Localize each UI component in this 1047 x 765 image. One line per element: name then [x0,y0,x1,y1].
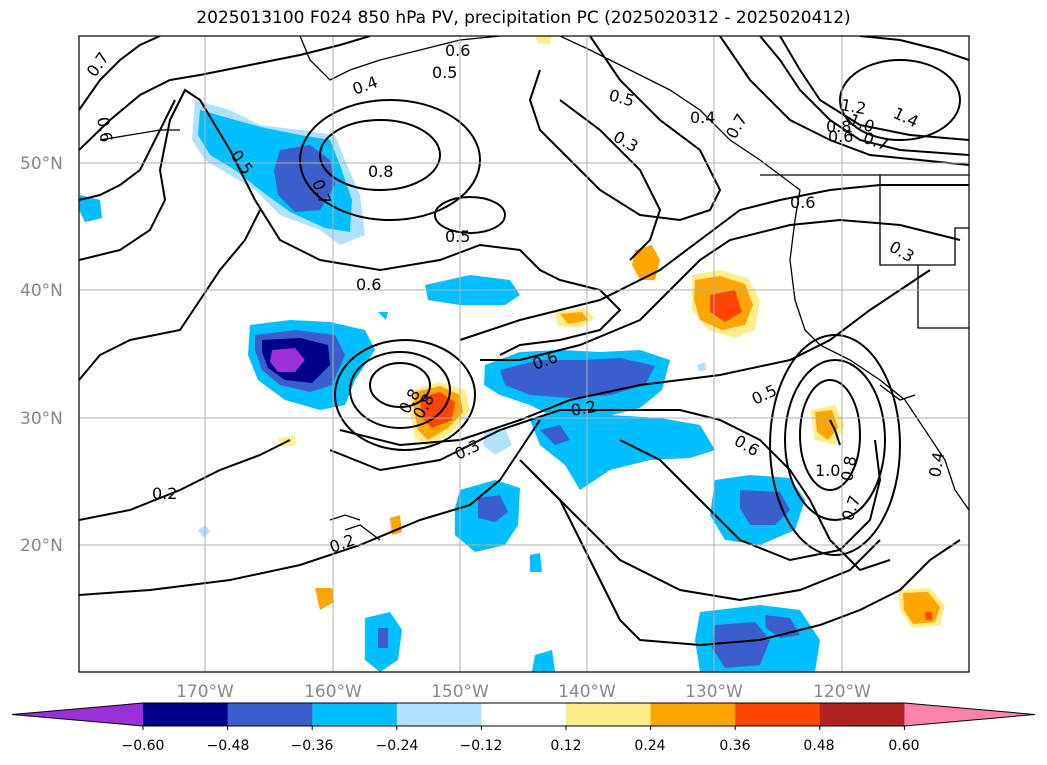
lon-label: 120°W [813,682,871,702]
contour-labels: 0.7 0.6 0.4 0.6 0.5 0.5 0.3 0.4 0.7 1.2 … [83,41,949,557]
contour-label: 0.6 [93,115,116,143]
contour-label: 0.6 [790,193,815,212]
colorbar-segment [735,703,821,726]
lon-label: 160°W [304,682,362,702]
colorbar-segment [12,703,143,726]
colorbar-tick-label: −0.12 [460,738,503,754]
colorbar-tick-label: 0.48 [803,738,834,754]
lat-label: 30°N [20,409,63,429]
contour-label: 0.5 [432,63,457,82]
coastlines [99,36,969,541]
pv-contours [79,36,969,647]
contour-label: 0.6 [356,275,381,294]
longitude-labels: 170°W 160°W 150°W 140°W 130°W 120°W [176,682,871,702]
map-frame [78,35,970,673]
contour-label: 0.2 [152,484,177,503]
contour-label: 0.6 [445,41,470,60]
lon-label: 150°W [431,682,489,702]
colorbar-segment [143,703,229,726]
lat-label: 40°N [20,281,63,301]
lon-label: 140°W [558,682,616,702]
colorbar-segment [396,703,482,726]
contour-label: 1.2 [839,95,867,118]
colorbar-segment [227,703,313,726]
colorbar-tick-label: −0.36 [291,738,334,754]
contour-label: 0.4 [690,108,715,127]
colorbar-segment [819,703,905,726]
lat-label: 50°N [20,154,63,174]
lon-label: 130°W [685,682,743,702]
contour-label: 0.2 [569,397,597,420]
contour-label: 0.8 [368,162,393,181]
lon-label: 170°W [176,682,234,702]
colorbar-segment [566,703,652,726]
colorbar-segment [481,703,567,726]
contour-label: 1.0 [815,461,840,480]
precip-shading [79,36,945,672]
latitude-labels: 50°N 40°N 30°N 20°N [20,154,63,556]
contour-label: 0.8 [837,454,860,482]
colorbar-segment [904,703,1035,726]
contour-label: 0.5 [445,227,470,246]
map-title: 2025013100 F024 850 hPa PV, precipitatio… [196,8,851,28]
colorbar-segment [650,703,736,726]
colorbar-tick-label: 0.60 [888,738,919,754]
lat-label: 20°N [20,536,63,556]
contour-label: 0.6 [828,127,853,146]
colorbar-tick-label: −0.24 [376,738,419,754]
graticule [79,36,969,672]
contour-label: 0.4 [925,450,948,478]
colorbar-tick-label: −0.60 [122,738,165,754]
contour-label: 0.8 [826,117,851,136]
colorbar-tick-label: −0.48 [207,738,250,754]
colorbar-tick-label: 0.24 [634,738,665,754]
colorbar-tick-label: 0.12 [550,738,581,754]
colorbar [11,702,1036,730]
colorbar-tick-label: 0.36 [719,738,750,754]
colorbar-tick-labels: −0.60 −0.48 −0.36 −0.24 −0.12 0.12 0.24 … [122,738,920,754]
colorbar-segment [312,703,398,726]
